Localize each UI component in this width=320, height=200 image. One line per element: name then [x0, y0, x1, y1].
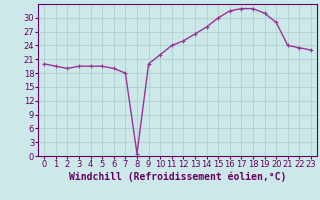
X-axis label: Windchill (Refroidissement éolien,°C): Windchill (Refroidissement éolien,°C)	[69, 172, 286, 182]
